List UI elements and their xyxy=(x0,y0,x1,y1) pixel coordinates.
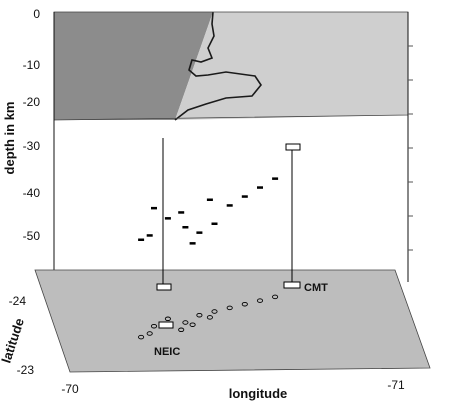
epicenter-marker xyxy=(146,331,153,336)
longitude-axis-label: longitude xyxy=(229,386,288,401)
depth-tick-30: -30 xyxy=(23,139,41,153)
depth-tick-10: -10 xyxy=(23,58,41,72)
map-plane xyxy=(53,11,409,121)
hypocenter-marker xyxy=(138,238,145,241)
epicenter-marker xyxy=(226,305,233,311)
epicenter-marker xyxy=(182,320,189,325)
hypocenter-marker xyxy=(211,222,218,225)
hypocenter-marker xyxy=(206,198,213,201)
hypocenter-marker xyxy=(182,226,189,229)
latitude-axis: -24 -23 latitude xyxy=(0,294,34,377)
annotation-neic: NEIC xyxy=(154,346,180,358)
depth-tick-50: -50 xyxy=(23,229,41,243)
floor-plane xyxy=(34,269,431,373)
neic-marker-b xyxy=(158,321,174,329)
epicenter-marker xyxy=(256,298,264,303)
hypocenter-marker xyxy=(151,206,157,210)
lon-tick-71: -71 xyxy=(387,378,405,392)
lon-tick-70: -70 xyxy=(61,382,79,396)
annotation-cmt: CMT xyxy=(304,282,328,294)
hypocenter-marker xyxy=(178,211,185,214)
data-points xyxy=(138,177,279,340)
hypocenter-marker xyxy=(146,234,153,237)
depth-tick-40: -40 xyxy=(23,186,41,200)
depth-tick-20: -20 xyxy=(23,95,41,109)
epicenter-marker xyxy=(196,312,203,318)
hypocenter-marker xyxy=(196,231,203,234)
epicenter-marker xyxy=(206,315,213,320)
epicenter-marker xyxy=(164,316,171,322)
hypocenter-marker xyxy=(272,177,279,180)
depth-axis-label: depth in km xyxy=(2,102,17,175)
lat-tick-23: -23 xyxy=(17,363,35,377)
depth-tick-0: 0 xyxy=(33,7,40,21)
epicenter-marker xyxy=(211,309,218,314)
cmt-marker-floor xyxy=(283,281,301,289)
epicenter-marker xyxy=(241,301,248,307)
longitude-axis: -70 -71 longitude xyxy=(61,378,405,401)
neic-marker-a xyxy=(156,283,172,291)
epicenter-marker xyxy=(178,327,185,333)
coastline xyxy=(174,11,262,121)
map-land xyxy=(175,12,408,120)
hypocenter-marker xyxy=(226,204,233,207)
cmt-marker-top xyxy=(285,143,301,151)
latitude-axis-label: latitude xyxy=(0,316,27,365)
hypocenter-marker xyxy=(164,217,171,220)
epicenter-marker xyxy=(138,334,145,340)
right-depth-ticks xyxy=(408,45,413,251)
hypocenter-marker xyxy=(241,195,248,198)
hypocenter-marker xyxy=(257,186,263,189)
depth-axis: 0 -10 -20 -30 -40 -50 depth in km xyxy=(2,7,40,243)
epicenter-marker xyxy=(272,294,279,300)
epicenter-marker xyxy=(189,322,196,327)
hypocenter-marker xyxy=(189,242,196,245)
epicenter-marker xyxy=(150,323,158,329)
lat-tick-24: -24 xyxy=(9,294,27,308)
map-ocean xyxy=(54,12,213,120)
